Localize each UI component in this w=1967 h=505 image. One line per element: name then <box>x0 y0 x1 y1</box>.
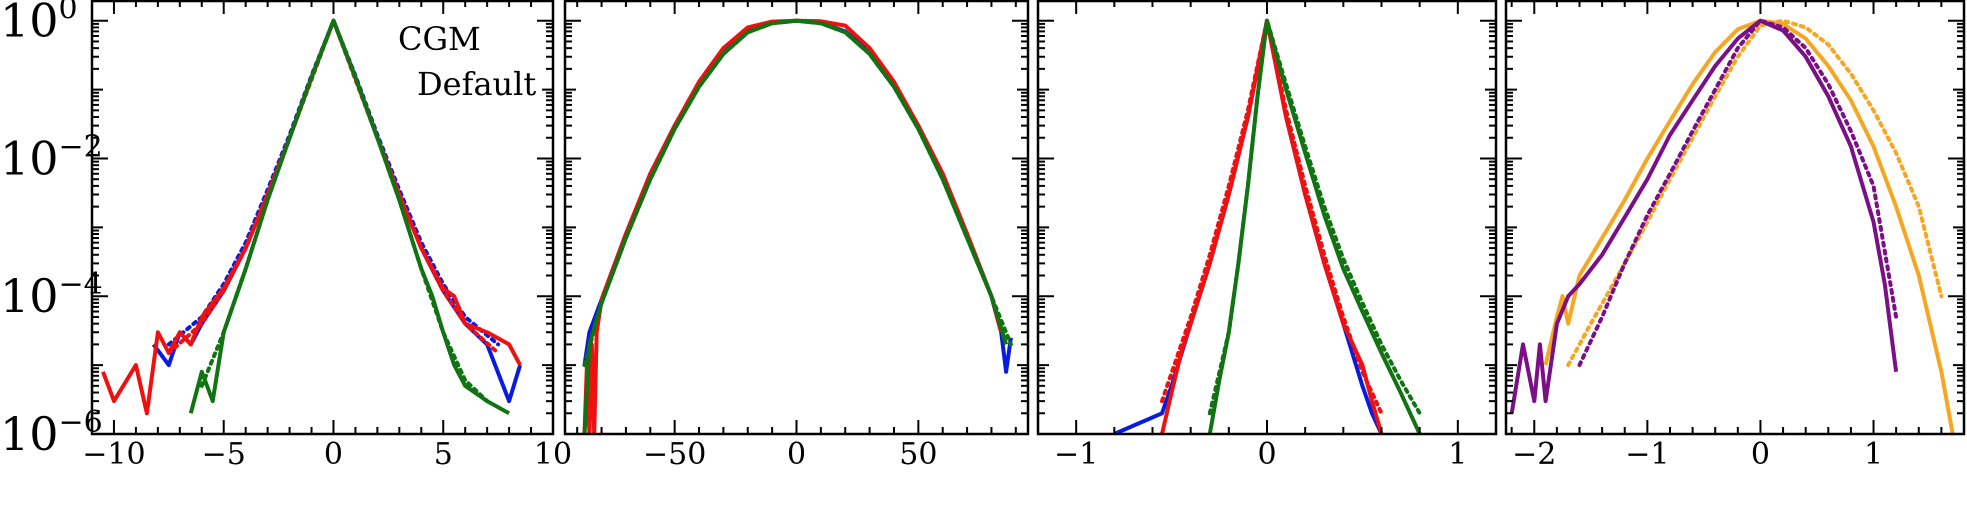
y-ticks <box>92 0 553 435</box>
series-purple-solid <box>1509 18 1899 414</box>
x-tick-label: 1 <box>1448 437 1467 472</box>
annotation-cgm: CGM <box>398 20 481 58</box>
series-group <box>582 18 1013 434</box>
x-tick-label: −5 <box>202 437 246 472</box>
axes-frame <box>1036 0 1498 436</box>
series-blue-solid <box>1113 18 1384 434</box>
x-tick-label: −2 <box>1512 437 1556 472</box>
panel-1: −10 −5 0 5 10 10−6 10−4 10−2 100 CGM Default <box>0 0 572 472</box>
series-group <box>1509 18 1955 434</box>
x-ticks <box>1510 0 1965 434</box>
y-tick-label: 10−6 <box>0 405 103 461</box>
x-tick-label: 0 <box>324 437 343 472</box>
series-green-solid <box>582 18 1009 434</box>
series-orange-solid <box>1543 18 1955 434</box>
series-blue-solid <box>582 18 1013 374</box>
series-orange-dotted <box>1566 18 1944 368</box>
x-tick-label: 1 <box>1864 437 1883 472</box>
x-tick-label: 0 <box>1257 437 1276 472</box>
series-red-dotted <box>1160 18 1384 416</box>
series-green-dotted <box>582 18 1013 368</box>
y-tick-label: 10−4 <box>0 267 103 323</box>
series-group <box>1113 18 1422 434</box>
axes-frame <box>90 0 555 436</box>
annotation-default: Default <box>417 65 536 103</box>
axes-frame <box>1504 0 1966 436</box>
x-ticks <box>1075 0 1497 434</box>
x-tick-label: 10 <box>534 437 572 472</box>
series-green-dotted <box>1207 18 1422 416</box>
x-tick-label: −50 <box>643 437 706 472</box>
x-tick-label: −1 <box>1625 437 1669 472</box>
x-tick-label: −10 <box>82 437 145 472</box>
series-red-solid <box>582 18 1004 434</box>
panel-4: −2 −1 0 1 <box>1504 0 1966 472</box>
panel-2: −50 0 50 <box>563 0 1030 472</box>
series-red-solid <box>1160 18 1384 434</box>
x-tick-label: 0 <box>787 437 806 472</box>
series-purple-dotted <box>1577 18 1899 368</box>
x-tick-label: 50 <box>899 437 937 472</box>
y-tick-label: 100 <box>0 0 78 48</box>
y-ticks <box>1506 0 1964 435</box>
series-group <box>101 18 523 416</box>
panel-3: −1 0 1 <box>1036 0 1498 472</box>
y-ticks <box>1038 0 1496 435</box>
x-tick-label: −1 <box>1054 437 1098 472</box>
x-ticks <box>91 0 554 434</box>
series-green-dotted <box>199 18 490 404</box>
x-ticks <box>576 0 1017 434</box>
y-ticks <box>565 0 1028 435</box>
x-tick-label: 0 <box>1751 437 1770 472</box>
y-tick-label: 10−2 <box>0 129 103 185</box>
x-tick-label: 5 <box>434 437 453 472</box>
